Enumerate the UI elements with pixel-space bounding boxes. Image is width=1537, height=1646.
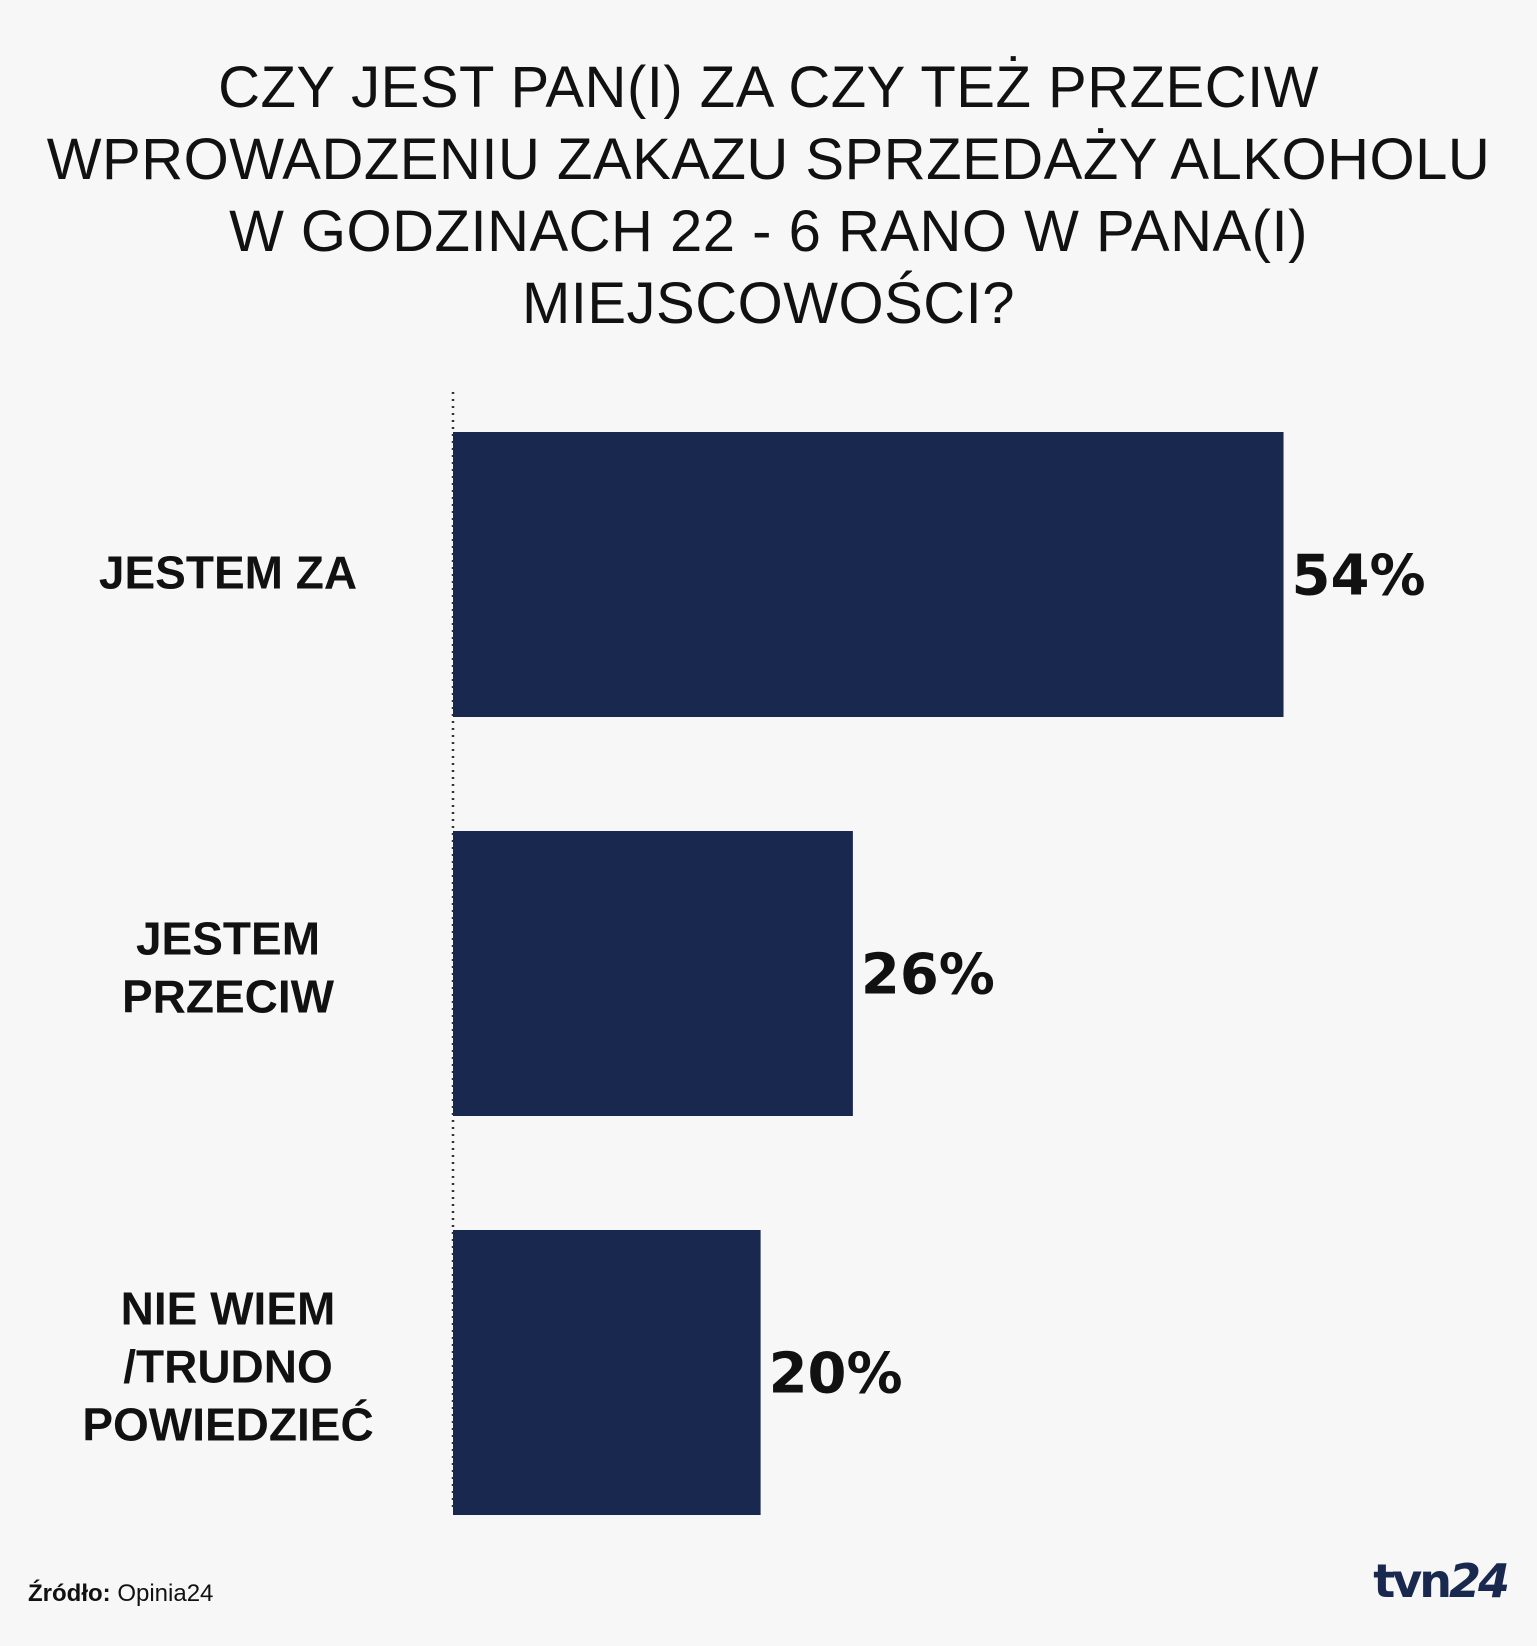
category-label-2-line-1: /TRUDNO [123, 1341, 333, 1393]
logo-number: 24 [1448, 1554, 1510, 1608]
chart-title-line: CZY JEST PAN(I) ZA CZY TEŻ PRZECIW [218, 55, 1319, 120]
category-label-2-line-0: NIE WIEM [121, 1283, 336, 1335]
value-labels-group: 54% 26% 20% [769, 544, 1426, 1407]
value-label-0: 54% [1292, 544, 1426, 609]
logo-text: tvn [1373, 1554, 1452, 1608]
category-label-1-line-1: PRZECIW [122, 971, 335, 1023]
source-value: Opinia24 [117, 1580, 214, 1607]
category-label-0-line-0: JESTEM ZA [99, 547, 357, 599]
bar-0 [453, 432, 1284, 717]
value-label-1: 26% [861, 943, 995, 1008]
chart-title-line: W GODZINACH 22 - 6 RANO W PANA(I) [229, 199, 1308, 264]
bar-1 [453, 831, 853, 1116]
bars-group [453, 432, 1284, 1515]
tvn24-logo: tvn24 [1373, 1554, 1510, 1608]
chart-title: CZY JEST PAN(I) ZA CZY TEŻ PRZECIW WPROWA… [20, 52, 1517, 340]
chart-title-line: WPROWADZENIU ZAKAZU SPRZEDAŻY ALKOHOLU [46, 127, 1491, 192]
category-label-1-line-0: JESTEM [136, 913, 320, 965]
source-key: Źródło: [28, 1580, 111, 1607]
category-labels-group: JESTEM ZA JESTEM PRZECIW NIE WIEM/TRUDNO POW… [82, 547, 373, 1451]
chart-title-line: MIEJSCOWOŚCI? [521, 271, 1016, 336]
value-label-2: 20% [769, 1342, 903, 1407]
bar-2 [453, 1230, 761, 1515]
category-label-2-line-2: POWIEDZIEĆ [82, 1399, 373, 1451]
source-note: Źródło: Opinia24 [28, 1580, 213, 1608]
